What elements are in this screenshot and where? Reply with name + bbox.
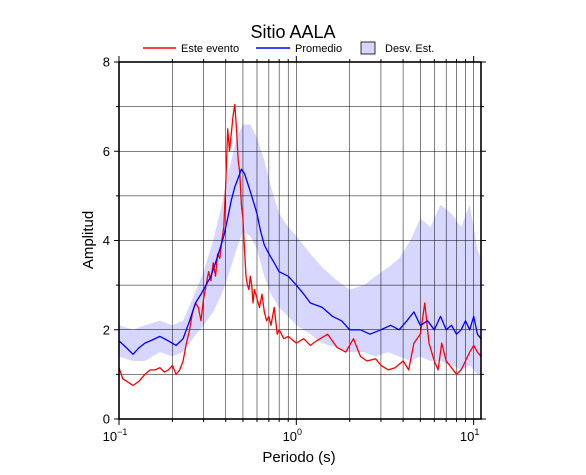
y-tick-label: 4 (103, 233, 110, 248)
y-tick-label: 2 (103, 322, 110, 337)
x-tick-exponent: 1 (474, 427, 479, 437)
legend-label-este-evento: Este evento (181, 43, 239, 55)
y-tick-label: 8 (103, 55, 110, 70)
y-tick-label: 6 (103, 144, 110, 159)
series-line-promedio (118, 168, 482, 355)
legend: Este evento Promedio Desv. Est. (143, 41, 434, 55)
x-tick-exponent: 0 (297, 427, 302, 437)
legend-label-desv-est: Desv. Est. (385, 43, 434, 55)
x-tick-label: 101 (460, 427, 479, 444)
y-tick-label: 0 (103, 412, 110, 427)
std-dev-band (119, 124, 481, 375)
x-tick-exponent: −1 (117, 427, 127, 437)
legend-item-este-evento: Este evento (143, 43, 239, 55)
x-tick-label: 10−1 (103, 427, 128, 444)
legend-label-promedio: Promedio (295, 43, 342, 55)
x-tick-label: 100 (283, 427, 302, 444)
x-axis-label: Periodo (s) (262, 449, 335, 466)
chart-title: Sitio AALA (250, 22, 335, 42)
legend-swatch-desv-est (360, 41, 376, 55)
legend-item-desv-est: Desv. Est. (360, 41, 434, 55)
y-axis-label: Amplitud (80, 211, 97, 269)
series-line-este-evento (118, 103, 482, 387)
legend-item-promedio: Promedio (256, 43, 342, 55)
